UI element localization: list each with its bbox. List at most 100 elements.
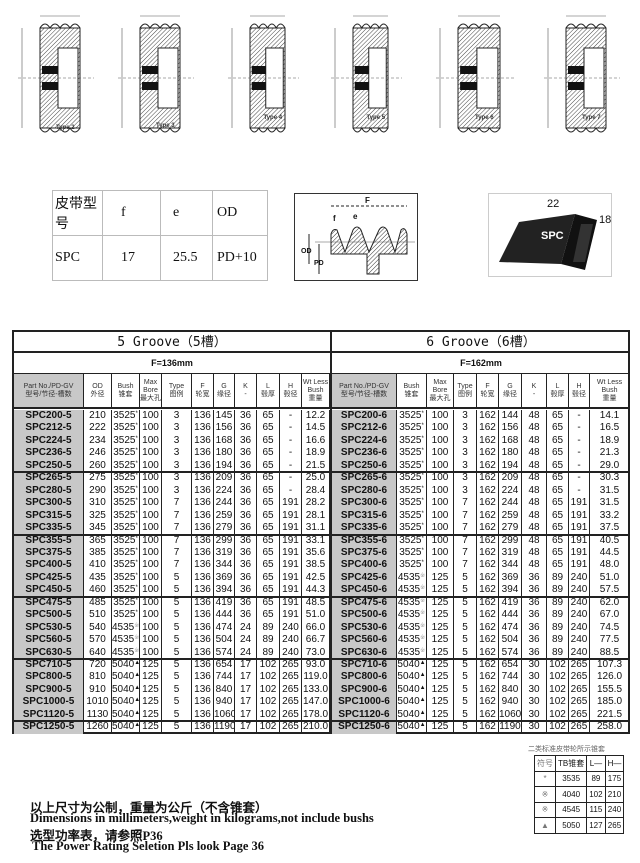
cell-value: 33.1	[305, 534, 326, 546]
bush-marker: *	[135, 460, 138, 467]
column-header: Type 图例	[454, 374, 477, 409]
cell-value: 246	[89, 447, 106, 459]
table-cell: 36	[235, 410, 257, 423]
table-cell: 290	[84, 484, 112, 498]
cell-value: 65	[262, 609, 274, 621]
cell-value: 36	[239, 459, 252, 471]
five-groove-section: 5 Groove（5槽） F=136mm Part No./PD-GV 型号/节径…	[14, 332, 332, 734]
cell-value: 89	[551, 634, 564, 646]
legend-cell: 175	[604, 770, 625, 787]
table-cell: 136	[192, 559, 214, 572]
cell-value: 5	[462, 683, 468, 695]
cell-value: 125	[431, 671, 449, 683]
cell-value: 21.5	[305, 459, 326, 471]
table-cell: 36	[235, 472, 257, 485]
cell-value: 31.1	[305, 522, 326, 534]
bush-marker: ▲	[419, 697, 426, 704]
cell-value: 244	[501, 497, 519, 509]
cell-value: SPC1250-5	[22, 721, 75, 733]
part-number-cell: SPC800-6	[332, 671, 397, 684]
cell-value: 5	[462, 596, 468, 608]
table-cell: 299	[499, 534, 522, 547]
pulley-diagram	[118, 15, 194, 133]
cell-value: 5040	[112, 659, 135, 670]
table-cell: 65	[257, 522, 280, 535]
group-divider	[332, 595, 630, 598]
cell-value: SPC200-6	[340, 410, 388, 421]
table-cell: 30	[522, 708, 547, 722]
table-cell: 100	[140, 559, 162, 572]
table-cell: 125	[427, 671, 454, 684]
table-cell: 178.0	[302, 708, 330, 722]
column-header-line: 重量	[308, 394, 323, 402]
cell-value: 1010	[86, 696, 109, 708]
table-cell: 102	[257, 696, 280, 709]
cell-value: 7	[173, 559, 180, 571]
cell-value: 16.6	[305, 434, 326, 446]
column-header: Bush 锥套	[112, 374, 140, 409]
table-cell: 3525*	[397, 434, 427, 448]
column-header-line: Bush	[403, 382, 420, 390]
table-cell: 100	[140, 522, 162, 535]
cell-value: 147.0	[302, 696, 329, 708]
cell-value: 5	[462, 696, 468, 708]
table-cell: 62.0	[590, 596, 630, 610]
bush-marker: *	[135, 560, 138, 567]
table-cell: 540	[84, 621, 112, 635]
table-cell: 136	[192, 434, 214, 448]
table-cell: 65	[547, 546, 569, 560]
cell-value: 5	[462, 659, 468, 670]
table-cell: 265	[280, 683, 302, 697]
cell-value: 89	[262, 634, 274, 646]
table-cell: 191	[280, 534, 302, 547]
table-cell: 224	[214, 484, 235, 498]
cell-value: 194	[215, 459, 233, 471]
cell-value: 344	[215, 559, 233, 571]
cell-value: 100	[431, 522, 449, 534]
cell-value: 168	[501, 434, 519, 446]
table-cell: -	[280, 434, 302, 448]
column-header-line: 轮宽	[480, 390, 495, 398]
cell-value: 17	[239, 683, 252, 695]
table-cell: 100	[140, 596, 162, 610]
bush-marker: *	[135, 572, 138, 579]
spec-value: PD+10	[212, 235, 268, 281]
table-cell: 28.2	[302, 497, 330, 510]
table-cell: 30	[522, 659, 547, 672]
table-cell: 162	[477, 683, 499, 697]
table-cell: 89	[257, 621, 280, 635]
cell-value: SPC630-6	[340, 646, 388, 658]
cell-value: 240	[570, 596, 588, 608]
cell-value: 7	[462, 534, 468, 546]
table-cell: 3525*	[112, 559, 140, 572]
table-cell: 36	[522, 621, 547, 635]
table-cell: -	[569, 422, 590, 435]
cell-value: -	[577, 484, 581, 496]
table-cell: 65	[547, 422, 569, 435]
table-cell: 100	[140, 571, 162, 585]
table-cell: 3525*	[397, 509, 427, 523]
table-cell: 77.5	[590, 634, 630, 647]
table-cell: 102	[257, 671, 280, 684]
table-cell: 17	[235, 708, 257, 722]
cell-value: 3525	[113, 534, 136, 546]
cell-value: 125	[431, 721, 449, 733]
table-cell: 36	[522, 584, 547, 597]
table-cell: 240	[569, 609, 590, 622]
cell-value: SPC530-6	[340, 621, 388, 633]
table-cell: 275	[84, 472, 112, 485]
cell-value: 640	[89, 646, 106, 658]
table-cell: 369	[499, 571, 522, 585]
table-cell: 574	[214, 646, 235, 660]
cell-value: 5040	[112, 696, 135, 708]
table-cell: 30	[522, 683, 547, 697]
table-cell: 65	[257, 571, 280, 585]
column-header-line: Bore	[432, 386, 448, 394]
table-cell: 7	[162, 522, 192, 535]
cell-value: 100	[431, 459, 449, 471]
column-header: Max Bore 最大孔	[427, 374, 454, 409]
part-number-cell: SPC900-5	[14, 683, 84, 697]
cell-value: 100	[142, 559, 159, 571]
table-cell: 136	[192, 609, 214, 622]
table-cell: 5040▲	[112, 659, 140, 672]
